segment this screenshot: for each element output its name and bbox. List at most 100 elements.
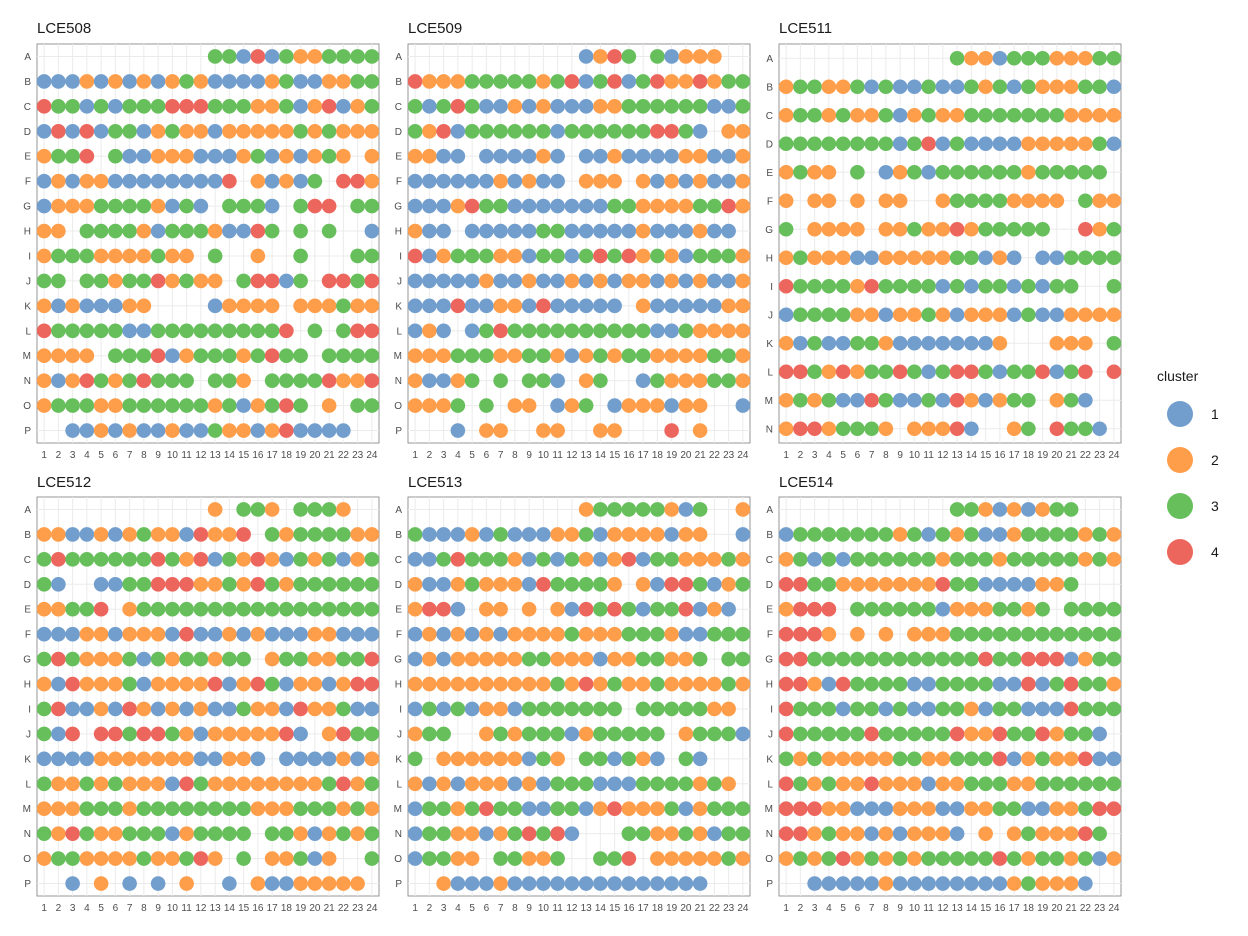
- well-point: [550, 801, 565, 817]
- well-point: [165, 776, 180, 792]
- well-point: [864, 250, 879, 266]
- well-point: [992, 851, 1008, 866]
- well-point: [635, 726, 651, 742]
- well-point: [1049, 193, 1065, 209]
- well-point: [450, 851, 466, 866]
- well-point: [350, 701, 365, 717]
- x-tick-label: 16: [994, 903, 1006, 914]
- well-point: [136, 99, 152, 114]
- well-point: [1078, 776, 1093, 792]
- well-point: [407, 198, 423, 214]
- well-point: [635, 801, 651, 817]
- well-point: [264, 676, 280, 692]
- well-point: [407, 373, 423, 388]
- well-point: [507, 751, 523, 767]
- well-point: [907, 601, 922, 617]
- well-point: [964, 278, 979, 294]
- well-point: [607, 74, 622, 89]
- well-point: [279, 876, 294, 891]
- well-point: [507, 298, 523, 314]
- well-point: [65, 776, 80, 792]
- well-point: [664, 676, 679, 692]
- well-point: [1106, 193, 1122, 209]
- y-tick-label: B: [395, 77, 402, 88]
- well-point: [635, 398, 651, 413]
- well-point: [978, 701, 993, 717]
- well-point: [264, 198, 280, 214]
- y-tick-label: B: [24, 77, 31, 88]
- well-point: [578, 123, 594, 139]
- well-point: [407, 751, 423, 767]
- well-point: [707, 676, 722, 692]
- well-point: [949, 726, 965, 742]
- well-point: [51, 676, 66, 692]
- well-point: [436, 851, 451, 866]
- well-point: [878, 221, 894, 237]
- well-point: [607, 851, 622, 866]
- well-point: [207, 273, 223, 289]
- well-point: [793, 601, 808, 617]
- well-point: [521, 273, 537, 289]
- well-point: [479, 198, 494, 214]
- well-point: [678, 74, 694, 89]
- x-tick-label: 14: [224, 450, 236, 461]
- well-point: [978, 250, 993, 266]
- well-point: [336, 751, 351, 767]
- well-point: [550, 527, 565, 542]
- well-point: [935, 751, 951, 767]
- y-tick-label: J: [397, 276, 402, 287]
- well-point: [607, 398, 622, 413]
- well-point: [707, 148, 722, 164]
- well-point: [236, 74, 251, 89]
- well-point: [1021, 851, 1036, 866]
- well-point: [1035, 751, 1050, 767]
- well-point: [236, 651, 251, 667]
- well-point: [207, 248, 223, 264]
- well-point: [807, 221, 822, 237]
- well-point: [1006, 626, 1022, 642]
- x-tick-label: 13: [581, 450, 593, 461]
- well-point: [136, 173, 152, 189]
- y-tick-label: H: [24, 680, 31, 691]
- y-tick-label: J: [768, 729, 773, 740]
- well-point: [36, 74, 52, 89]
- well-point: [835, 392, 851, 408]
- well-point: [1049, 751, 1065, 767]
- well-point: [864, 701, 879, 717]
- well-point: [350, 751, 365, 767]
- well-point: [850, 651, 865, 667]
- well-point: [450, 576, 466, 592]
- well-point: [51, 651, 66, 667]
- well-point: [364, 801, 380, 817]
- well-point: [578, 601, 594, 617]
- well-point: [1078, 392, 1093, 408]
- well-point: [735, 826, 751, 841]
- well-point: [150, 701, 166, 717]
- well-point: [150, 248, 166, 264]
- well-point: [793, 107, 808, 123]
- well-point: [165, 173, 180, 189]
- well-point: [79, 776, 95, 792]
- well-point: [621, 726, 637, 742]
- well-point: [921, 335, 936, 351]
- well-point: [479, 726, 494, 742]
- well-point: [1049, 502, 1065, 517]
- well-point: [279, 651, 294, 667]
- well-point: [493, 576, 508, 592]
- well-point: [1049, 552, 1065, 567]
- well-point: [635, 348, 651, 364]
- well-point: [850, 527, 865, 542]
- well-point: [250, 601, 266, 617]
- well-point: [964, 801, 979, 817]
- well-point: [921, 250, 936, 266]
- well-point: [464, 348, 480, 364]
- well-point: [1078, 851, 1093, 866]
- well-point: [921, 676, 936, 692]
- well-point: [422, 776, 437, 792]
- well-point: [935, 601, 951, 617]
- well-point: [964, 307, 979, 323]
- well-point: [236, 423, 251, 438]
- well-point: [1078, 751, 1093, 767]
- well-point: [835, 676, 851, 692]
- well-point: [122, 273, 137, 289]
